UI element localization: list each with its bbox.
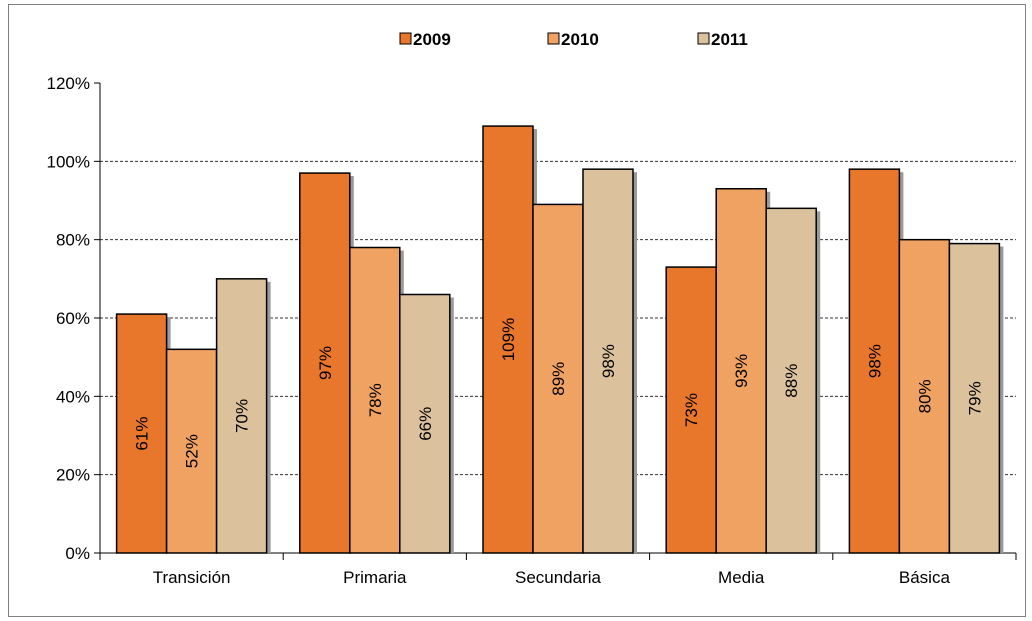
legend-label: 2010	[561, 30, 599, 49]
bar	[215, 278, 268, 554]
x-tick-label: Transición	[153, 568, 231, 587]
data-label: 79%	[965, 381, 984, 415]
y-tick-label: 80%	[56, 231, 90, 250]
x-tick-label: Primaria	[343, 568, 407, 587]
bar	[898, 238, 951, 554]
bar	[165, 348, 218, 554]
data-label: 73%	[682, 393, 701, 427]
legend-label: 2009	[413, 30, 451, 49]
y-tick-label: 120%	[47, 74, 90, 93]
data-label: 98%	[865, 344, 884, 378]
bar	[848, 168, 901, 554]
legend-swatch	[399, 32, 412, 45]
bar	[349, 246, 401, 554]
bar	[482, 125, 534, 554]
legend-swatch	[697, 32, 710, 45]
data-label: 89%	[549, 362, 568, 396]
bar	[665, 266, 717, 554]
data-label: 66%	[416, 407, 435, 441]
data-label: 78%	[366, 383, 385, 417]
bar	[948, 242, 1001, 554]
y-tick-label: 100%	[47, 152, 90, 171]
bar	[115, 313, 168, 554]
legend-swatch	[547, 32, 560, 45]
data-label: 88%	[782, 364, 801, 398]
y-tick-label: 40%	[56, 387, 90, 406]
x-tick-label: Básica	[899, 568, 951, 587]
bar	[715, 188, 767, 554]
data-label: 97%	[316, 346, 335, 380]
y-tick-label: 0%	[65, 544, 90, 563]
bar	[765, 207, 817, 554]
y-tick-label: 60%	[56, 309, 90, 328]
legend-label: 2011	[711, 30, 748, 49]
data-label: 70%	[233, 399, 252, 433]
data-label: 52%	[183, 434, 202, 468]
data-label: 109%	[499, 318, 518, 361]
data-label: 98%	[599, 344, 618, 378]
y-tick-label: 20%	[56, 466, 90, 485]
bar	[532, 203, 584, 554]
bar	[582, 168, 634, 554]
data-label: 93%	[732, 354, 751, 388]
x-tick-label: Secundaria	[515, 568, 602, 587]
data-label: 80%	[915, 379, 934, 413]
x-tick-label: Media	[718, 568, 765, 587]
data-label: 61%	[133, 417, 152, 451]
bar	[399, 293, 451, 554]
